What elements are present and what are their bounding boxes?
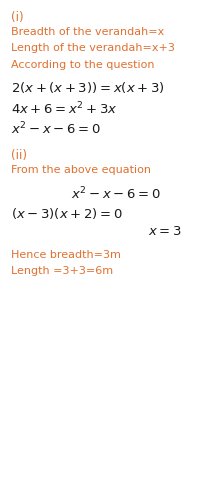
Text: Breadth of the verandah=x: Breadth of the verandah=x: [11, 27, 164, 37]
Text: $\left(x-3\right)\left(x+2\right)=0$: $\left(x-3\right)\left(x+2\right)=0$: [11, 206, 122, 220]
Text: Length of the verandah=x+3: Length of the verandah=x+3: [11, 43, 174, 53]
Text: Hence breadth=3m: Hence breadth=3m: [11, 250, 120, 260]
Text: From the above equation: From the above equation: [11, 165, 151, 175]
Text: (ii): (ii): [11, 149, 27, 162]
Text: $x^{2}-x-6=0$: $x^{2}-x-6=0$: [71, 186, 161, 203]
Text: $x=3$: $x=3$: [148, 225, 181, 238]
Text: $2\left(x+\left(x+3\right)\right)=x\left(x+3\right)$: $2\left(x+\left(x+3\right)\right)=x\left…: [11, 80, 164, 95]
Text: $4x+6=x^{2}+3x$: $4x+6=x^{2}+3x$: [11, 101, 117, 118]
Text: (i): (i): [11, 11, 23, 24]
Text: According to the question: According to the question: [11, 60, 154, 70]
Text: Length =3+3=6m: Length =3+3=6m: [11, 266, 113, 276]
Text: $x^{2}-x-6=0$: $x^{2}-x-6=0$: [11, 121, 100, 137]
